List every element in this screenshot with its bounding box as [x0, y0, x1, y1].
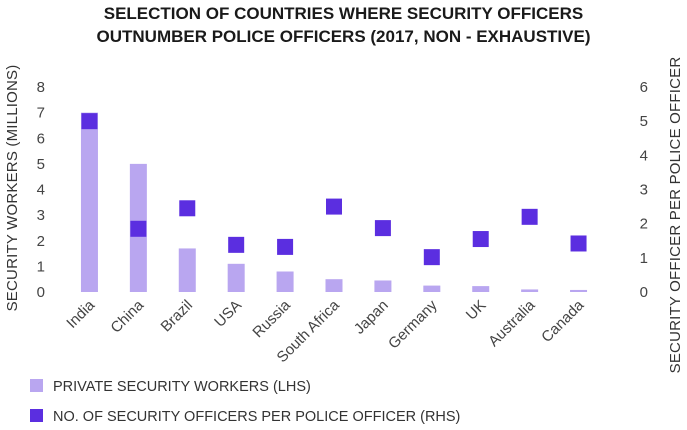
legend-swatch-bars	[30, 379, 43, 392]
category-label: Brazil	[158, 297, 197, 336]
bar	[521, 289, 539, 292]
chart-title-line-1: SELECTION OF COUNTRIES WHERE SECURITY OF…	[103, 4, 584, 23]
left-tick-label: 1	[37, 258, 45, 275]
category-label: UK	[463, 297, 490, 324]
chart-title: SELECTION OF COUNTRIES WHERE SECURITY OF…	[0, 2, 687, 48]
marker	[521, 208, 538, 225]
chart-title-line-2: OUTNUMBER POLICE OFFICERS (2017, NON - E…	[96, 27, 591, 46]
bar	[178, 248, 196, 292]
right-tick-label: 4	[640, 147, 648, 164]
right-tick-label: 0	[640, 284, 648, 301]
category-label: Russia	[249, 296, 294, 341]
bar	[472, 286, 490, 292]
bar	[80, 112, 98, 292]
category-label: Canada	[538, 296, 588, 346]
legend-label-bars: PRIVATE SECURITY WORKERS (LHS)	[53, 379, 311, 395]
marker	[179, 200, 196, 217]
legend-swatch-markers	[30, 409, 43, 422]
left-tick-label: 4	[37, 182, 45, 199]
right-tick-label: 2	[640, 216, 648, 233]
marker	[374, 220, 391, 237]
right-tick-label: 3	[640, 182, 648, 199]
legend-label-markers: NO. OF SECURITY OFFICERS PER POLICE OFFI…	[53, 409, 461, 425]
category-label: USA	[211, 297, 245, 331]
category-label: Australia	[485, 296, 539, 350]
right-tick-label: 1	[640, 250, 648, 267]
legend-item-bars: PRIVATE SECURITY WORKERS (LHS)	[30, 379, 311, 395]
marker	[326, 198, 342, 215]
category-label: Germany	[385, 296, 441, 352]
right-tick-label: 5	[640, 113, 648, 130]
marker	[130, 220, 147, 237]
legend-item-markers: NO. OF SECURITY OFFICERS PER POLICE OFFI…	[30, 409, 460, 425]
right-axis-ticks: 0 1 2 3 4 5 6	[640, 79, 648, 301]
marker	[570, 235, 587, 252]
bar	[570, 289, 588, 292]
category-label: India	[63, 296, 98, 331]
marker	[81, 113, 98, 130]
left-tick-label: 6	[37, 130, 45, 147]
left-tick-label: 3	[37, 207, 45, 224]
marker	[228, 236, 245, 253]
left-tick-label: 8	[37, 79, 45, 96]
left-axis-title: SECURITY WORKERS (MILLIONS)	[4, 65, 21, 312]
marker	[423, 249, 440, 266]
marker	[277, 238, 294, 255]
left-axis-ticks: 0 1 2 3 4 5 6 7 8	[37, 79, 45, 301]
bar	[227, 263, 245, 292]
marker-series	[81, 113, 587, 266]
left-tick-label: 2	[37, 233, 45, 250]
bar	[325, 279, 343, 292]
category-label: China	[107, 296, 147, 336]
bar	[374, 280, 392, 292]
marker	[472, 231, 489, 248]
left-tick-label: 5	[37, 156, 45, 173]
right-axis-title: SECURITY OFFICER PER POLICE OFFICER	[667, 57, 684, 374]
right-tick-label: 6	[640, 79, 648, 96]
category-label: Japan	[351, 297, 392, 338]
left-tick-label: 7	[37, 105, 45, 122]
bar	[423, 285, 441, 292]
left-tick-label: 0	[37, 284, 45, 301]
bar	[276, 271, 294, 292]
